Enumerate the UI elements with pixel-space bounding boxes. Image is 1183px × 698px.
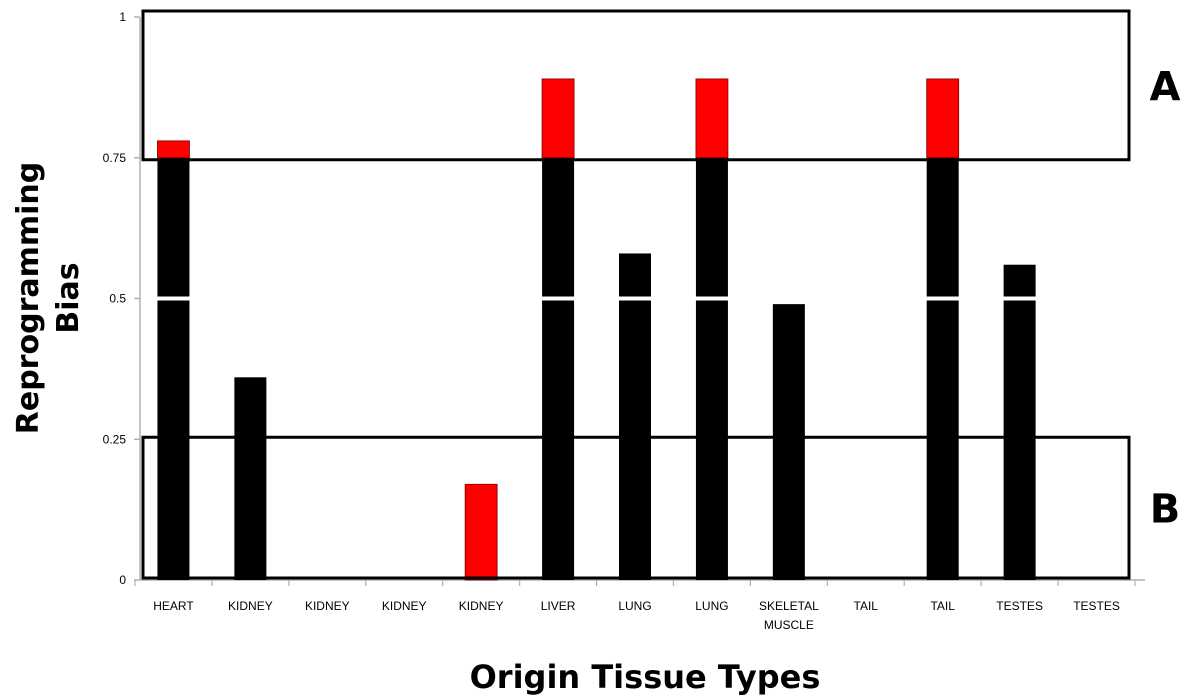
- x-tick-label-line: TAIL: [854, 599, 879, 613]
- x-tick-label: TAIL: [930, 599, 955, 613]
- bar-break: [1002, 296, 1037, 301]
- bar: [234, 377, 267, 580]
- x-tick-label-line: HEART: [153, 599, 194, 613]
- x-tick-label-line: TAIL: [930, 599, 955, 613]
- x-tick-label-line: LUNG: [618, 599, 651, 613]
- x-tick-label-line: TESTES: [1073, 599, 1120, 613]
- y-tick-label: 0.75: [103, 151, 127, 165]
- y-tick-label: 0.25: [103, 432, 127, 446]
- region-box-a: [141, 9, 1131, 162]
- bar-break: [694, 296, 729, 301]
- x-tick-label: KIDNEY: [459, 599, 504, 613]
- bar-highlight-segment: [695, 78, 729, 159]
- bar: [464, 483, 498, 581]
- x-tick-label: LIVER: [541, 599, 576, 613]
- bar: [772, 304, 805, 580]
- category-labels: HEART KIDNEY KIDNEY KIDNEY KIDNEY LIVER LUNG LU…: [153, 599, 1120, 632]
- y-tick-label: 0.5: [109, 292, 126, 306]
- x-tick-label-line: KIDNEY: [382, 599, 427, 613]
- bar: [542, 157, 575, 580]
- x-tick-label: KIDNEY: [305, 599, 350, 613]
- y-axis-title-line2: Bias: [51, 262, 86, 333]
- bars: [157, 78, 1036, 581]
- x-tick-label: TAIL: [854, 599, 879, 613]
- bar: [157, 157, 190, 580]
- x-tick-label: HEART: [153, 599, 194, 613]
- x-tick-label-line: KIDNEY: [228, 599, 273, 613]
- axes: 0 0.25 0.5 0.75 1: [103, 10, 1145, 587]
- y-axis-title-line1: Reprogramming: [11, 162, 46, 434]
- x-tick-label: LUNG: [695, 599, 728, 613]
- region-box-b: [141, 435, 1131, 580]
- y-tick-label: 1: [119, 10, 126, 24]
- bar: [695, 157, 728, 580]
- x-tick-label-line: KIDNEY: [305, 599, 350, 613]
- bar: [926, 157, 959, 580]
- x-tick-label: TESTES: [1073, 599, 1120, 613]
- bar-break: [925, 296, 960, 301]
- value-gaps: [156, 296, 1037, 301]
- x-tick-label: LUNG: [618, 599, 651, 613]
- y-tick-label: 0: [119, 573, 126, 587]
- bar-highlight-segment: [157, 140, 190, 159]
- bar-break: [156, 296, 191, 301]
- x-tick-label-line: LIVER: [541, 599, 576, 613]
- region-label-b: B: [1150, 487, 1181, 533]
- bar-highlight-segment: [541, 78, 575, 159]
- x-tick-label-line: KIDNEY: [459, 599, 504, 613]
- x-tick-label-line: MUSCLE: [764, 618, 814, 632]
- x-axis-title: Origin Tissue Types: [470, 658, 821, 696]
- x-tick-label-line: TESTES: [996, 599, 1043, 613]
- bar-highlight-segment: [926, 78, 960, 159]
- x-tick-label: SKELETAL MUSCLE: [759, 599, 819, 632]
- bar: [619, 253, 651, 580]
- region-label-a: A: [1150, 64, 1181, 110]
- bar-break: [618, 296, 652, 301]
- x-tick-label: KIDNEY: [228, 599, 273, 613]
- bar-break: [541, 296, 576, 301]
- x-tick-label: KIDNEY: [382, 599, 427, 613]
- x-tick-label-line: LUNG: [695, 599, 728, 613]
- x-tick-label-line: SKELETAL: [759, 599, 819, 613]
- bar: [1003, 264, 1036, 580]
- x-tick-label: TESTES: [996, 599, 1043, 613]
- regions: AB: [141, 9, 1181, 580]
